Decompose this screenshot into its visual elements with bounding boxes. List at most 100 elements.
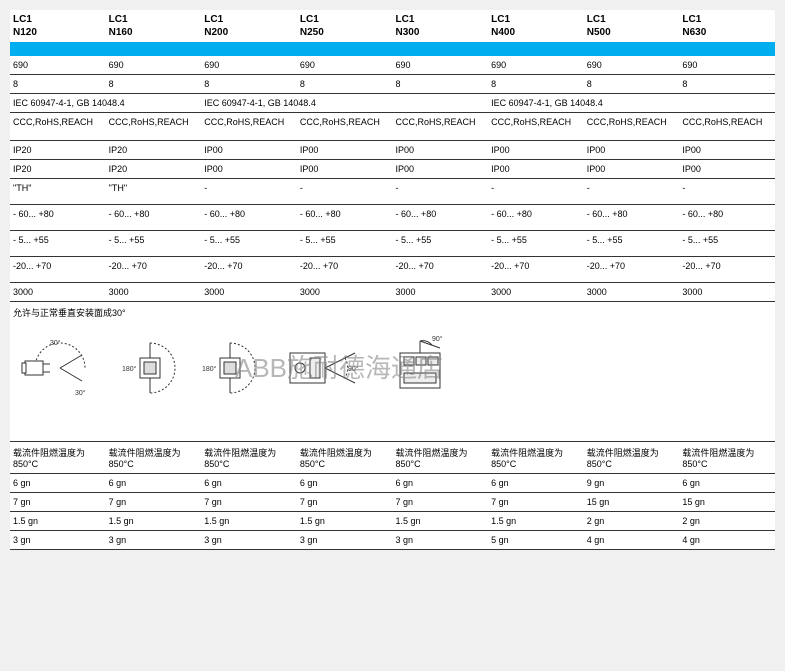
c: - (201, 179, 297, 205)
c: - (393, 179, 489, 205)
hdr-6-l1: LC1 (584, 10, 680, 27)
c: 载流件阻燃温度为 850°C (679, 442, 775, 474)
c: 6 gn (679, 474, 775, 493)
c: 3000 (10, 283, 106, 302)
c: 6 gn (297, 474, 393, 493)
c: CCC,RoHS,REACH (10, 113, 106, 141)
c: 6 gn (488, 474, 584, 493)
c: CCC,RoHS,REACH (201, 113, 297, 141)
svg-text:180°: 180° (122, 365, 137, 373)
c: 3000 (584, 283, 680, 302)
c: 690 (584, 56, 680, 75)
c: IEC 60947-4-1, GB 14048.4 (10, 94, 201, 113)
c: -20... +70 (201, 257, 297, 283)
c: 1.5 gn (393, 512, 489, 531)
c: - 60... +80 (297, 205, 393, 231)
mount-diagram-4: 90° (280, 333, 370, 403)
row-diagrams: 允许与正常垂直安装面成30° 30° 30° (10, 302, 775, 442)
svg-text:90°: 90° (432, 335, 443, 343)
hdr-2-l1: LC1 (201, 10, 297, 27)
c: CCC,RoHS,REACH (106, 113, 202, 141)
c: -20... +70 (106, 257, 202, 283)
c: - 5... +55 (488, 231, 584, 257)
c: IP00 (297, 141, 393, 160)
row-ipb: IP20 IP20 IP00 IP00 IP00 IP00 IP00 IP00 (10, 160, 775, 179)
c: IP00 (297, 160, 393, 179)
c: IP00 (679, 160, 775, 179)
row-g6: 6 gn 6 gn 6 gn 6 gn 6 gn 6 gn 9 gn 6 gn (10, 474, 775, 493)
c: "TH" (10, 179, 106, 205)
header-row-2: N120 N160 N200 N250 N300 N400 N500 N630 (10, 27, 775, 42)
c: 3 gn (393, 531, 489, 550)
c: 8 (679, 75, 775, 94)
c: 3 gn (297, 531, 393, 550)
hdr-3-l1: LC1 (297, 10, 393, 27)
c: CCC,RoHS,REACH (393, 113, 489, 141)
c: 6 gn (393, 474, 489, 493)
c: IP00 (679, 141, 775, 160)
hdr-4-l1: LC1 (393, 10, 489, 27)
c: 8 (106, 75, 202, 94)
c: CCC,RoHS,REACH (584, 113, 680, 141)
c: 7 gn (393, 493, 489, 512)
mount-diagram-3: 180° (200, 333, 260, 403)
hdr-2-l2: N200 (201, 27, 297, 42)
mount-diagram-1: 30° 30° (20, 333, 100, 403)
hdr-0-l2: N120 (10, 27, 106, 42)
c: IP20 (106, 160, 202, 179)
hdr-7-l2: N630 (679, 27, 775, 42)
c: 6 gn (106, 474, 202, 493)
svg-text:180°: 180° (202, 365, 217, 373)
mount-diagram-2: 180° (120, 333, 180, 403)
c: 载流件阻燃温度为 850°C (393, 442, 489, 474)
c: IP00 (584, 160, 680, 179)
c: IP00 (393, 160, 489, 179)
c: - 5... +55 (106, 231, 202, 257)
c: 7 gn (488, 493, 584, 512)
c: 8 (10, 75, 106, 94)
c: 5 gn (488, 531, 584, 550)
c: - 60... +80 (106, 205, 202, 231)
c: -20... +70 (393, 257, 489, 283)
c: - (488, 179, 584, 205)
c: CCC,RoHS,REACH (297, 113, 393, 141)
c: 8 (393, 75, 489, 94)
c: 690 (393, 56, 489, 75)
c: 载流件阻燃温度为 850°C (488, 442, 584, 474)
c: 2 gn (584, 512, 680, 531)
c: 3000 (393, 283, 489, 302)
c: 15 gn (679, 493, 775, 512)
c: 9 gn (584, 474, 680, 493)
c: 7 gn (106, 493, 202, 512)
row-ipa: IP20 IP20 IP00 IP00 IP00 IP00 IP00 IP00 (10, 141, 775, 160)
diagrams-area: 30° 30° 180° (10, 323, 775, 413)
c: - 5... +55 (10, 231, 106, 257)
c: - (297, 179, 393, 205)
c: 4 gn (584, 531, 680, 550)
c: IP20 (10, 160, 106, 179)
row-3000: 3000 3000 3000 3000 3000 3000 3000 3000 (10, 283, 775, 302)
c: 1.5 gn (297, 512, 393, 531)
c: - 5... +55 (201, 231, 297, 257)
c: 8 (201, 75, 297, 94)
c: CCC,RoHS,REACH (488, 113, 584, 141)
c: IP20 (10, 141, 106, 160)
c: - 60... +80 (679, 205, 775, 231)
header-row-1: LC1 LC1 LC1 LC1 LC1 LC1 LC1 LC1 (10, 10, 775, 27)
hdr-1-l2: N160 (106, 27, 202, 42)
c: 1.5 gn (488, 512, 584, 531)
c: 1.5 gn (201, 512, 297, 531)
c: 690 (201, 56, 297, 75)
mount-diagram-5: 90° (390, 333, 470, 403)
c: 3 gn (106, 531, 202, 550)
row-g15: 1.5 gn 1.5 gn 1.5 gn 1.5 gn 1.5 gn 1.5 g… (10, 512, 775, 531)
c: 3000 (488, 283, 584, 302)
c: 载流件阻燃温度为 850°C (106, 442, 202, 474)
hdr-4-l2: N300 (393, 27, 489, 42)
c: 3 gn (201, 531, 297, 550)
c: 690 (297, 56, 393, 75)
c: -20... +70 (297, 257, 393, 283)
c: 3000 (201, 283, 297, 302)
c: 3000 (297, 283, 393, 302)
c: 载流件阻燃温度为 850°C (201, 442, 297, 474)
